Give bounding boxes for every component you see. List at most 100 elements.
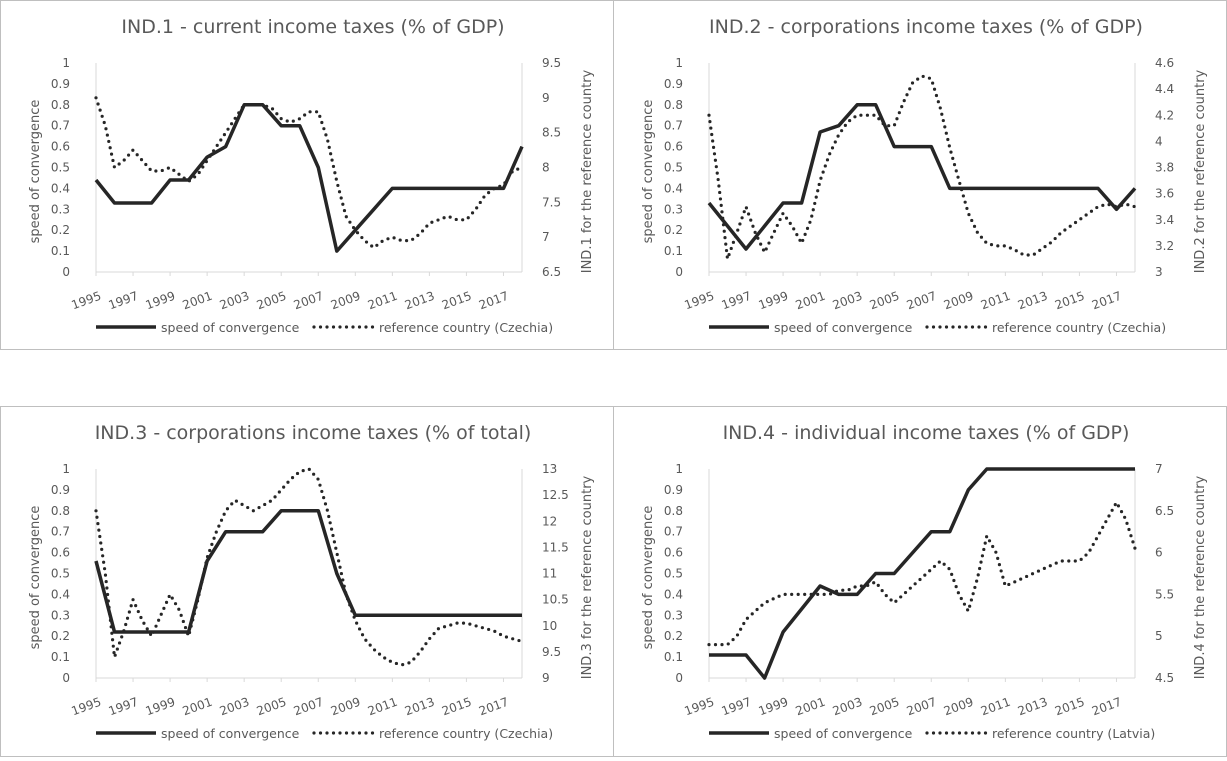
series-reference-country-line [709, 76, 1135, 259]
x-tick-label: 1999 [144, 289, 177, 313]
x-tick-label: 2017 [1090, 289, 1123, 313]
legend-label-reference-country: reference country (Latvia) [992, 726, 1155, 741]
y-tick-label: 0.2 [51, 223, 70, 237]
legend-label-speed-of-convergence: speed of convergence [774, 726, 913, 741]
y2-tick-label: 7 [1155, 462, 1163, 476]
x-tick-label: 2003 [831, 695, 864, 719]
x-tick-label: 1997 [720, 695, 753, 719]
series-reference-country-line [709, 502, 1135, 644]
y-tick-label: 0.9 [664, 483, 683, 497]
y-tick-label: 0.8 [664, 98, 683, 112]
x-tick-label: 2003 [218, 289, 251, 313]
y2-tick-label: 9.5 [542, 56, 561, 70]
x-tick-label: 2003 [218, 695, 251, 719]
y2-tick-label: 3.6 [1155, 187, 1174, 201]
y2-tick-label: 10 [542, 619, 557, 633]
y-tick-label: 0.2 [51, 629, 70, 643]
chart-title: IND.2 - corporations income taxes (% of … [709, 16, 1143, 38]
x-tick-label: 2007 [292, 695, 325, 719]
x-tick-label: 2017 [477, 289, 510, 313]
y-axis-title: speed of convergence [28, 506, 43, 650]
x-tick-label: 1997 [107, 289, 140, 313]
y-tick-label: 0.3 [664, 202, 683, 216]
y-tick-label: 0.4 [664, 181, 683, 195]
chart-panel-ind3: IND.3 - corporations income taxes (% of … [0, 406, 614, 757]
y-tick-label: 1 [675, 56, 683, 70]
y2-tick-label: 4.5 [1155, 671, 1174, 685]
series-reference-country-line [96, 469, 522, 665]
y-tick-label: 0 [62, 265, 70, 279]
x-tick-label: 1995 [683, 695, 716, 719]
x-tick-label: 2005 [868, 695, 901, 719]
y2-tick-label: 3.8 [1155, 161, 1174, 175]
y2-tick-label: 12 [542, 514, 557, 528]
y-tick-label: 0.1 [664, 650, 683, 664]
y-tick-label: 1 [675, 462, 683, 476]
y2-tick-label: 6.5 [1155, 504, 1174, 518]
x-tick-label: 2005 [868, 289, 901, 313]
chart-ind3: IND.3 - corporations income taxes (% of … [1, 407, 613, 756]
y2-tick-label: 11.5 [542, 540, 569, 554]
x-tick-label: 2007 [905, 695, 938, 719]
y-axis-title: speed of convergence [641, 506, 656, 650]
y2-tick-label: 3.2 [1155, 239, 1174, 253]
x-tick-label: 2003 [831, 289, 864, 313]
legend-label-reference-country: reference country (Czechia) [379, 320, 553, 335]
chart-title: IND.4 - individual income taxes (% of GD… [723, 422, 1130, 444]
x-tick-label: 2015 [1053, 695, 1086, 719]
y-tick-label: 0 [62, 671, 70, 685]
x-tick-label: 2001 [794, 695, 827, 719]
x-tick-label: 1995 [70, 695, 103, 719]
legend-label-speed-of-convergence: speed of convergence [774, 320, 913, 335]
y2-tick-label: 5 [1155, 629, 1163, 643]
y2-tick-label: 4.6 [1155, 56, 1174, 70]
chart-ind1: IND.1 - current income taxes (% of GDP)0… [1, 1, 613, 349]
y-tick-label: 0.5 [664, 161, 683, 175]
y-tick-label: 0.4 [51, 587, 70, 601]
x-tick-label: 2013 [1016, 289, 1049, 313]
x-tick-label: 2001 [181, 289, 214, 313]
legend-label-reference-country: reference country (Czechia) [992, 320, 1166, 335]
x-tick-label: 2005 [255, 289, 288, 313]
y-tick-label: 0.6 [51, 140, 70, 154]
y-tick-label: 0 [675, 671, 683, 685]
x-tick-label: 2011 [366, 695, 399, 719]
legend-label-reference-country: reference country (Czechia) [379, 726, 553, 741]
x-tick-label: 2001 [181, 695, 214, 719]
y2-tick-label: 5.5 [1155, 587, 1174, 601]
x-tick-label: 1999 [757, 289, 790, 313]
y-tick-label: 0.8 [664, 504, 683, 518]
y2-tick-label: 4.2 [1155, 108, 1174, 122]
x-tick-label: 2005 [255, 695, 288, 719]
x-tick-label: 2013 [403, 289, 436, 313]
y2-axis-title: IND.4 for the reference country [1193, 475, 1208, 679]
y2-tick-label: 6.5 [542, 265, 561, 279]
x-tick-label: 2011 [979, 289, 1012, 313]
x-tick-label: 1995 [70, 289, 103, 313]
series-reference-country-line [96, 98, 522, 248]
x-tick-label: 2017 [477, 695, 510, 719]
y2-tick-label: 6 [1155, 546, 1163, 560]
y-tick-label: 0.9 [51, 483, 70, 497]
x-tick-label: 1999 [757, 695, 790, 719]
y-axis-title: speed of convergence [28, 100, 43, 244]
x-tick-label: 2011 [366, 289, 399, 313]
y2-tick-label: 13 [542, 462, 557, 476]
x-tick-label: 2011 [979, 695, 1012, 719]
y-tick-label: 0.7 [664, 525, 683, 539]
y-tick-label: 0.2 [664, 223, 683, 237]
chart-panel-ind2: IND.2 - corporations income taxes (% of … [613, 0, 1227, 350]
y-tick-label: 0.6 [664, 140, 683, 154]
y-tick-label: 1 [62, 56, 70, 70]
y-tick-label: 0.4 [51, 181, 70, 195]
x-tick-label: 1995 [683, 289, 716, 313]
y-tick-label: 0.6 [51, 546, 70, 560]
x-tick-label: 2007 [292, 289, 325, 313]
y-tick-label: 0.1 [664, 244, 683, 258]
y-tick-label: 0 [675, 265, 683, 279]
y-tick-label: 0.6 [664, 546, 683, 560]
y2-tick-label: 9 [542, 91, 550, 105]
x-tick-label: 2015 [440, 695, 473, 719]
chart-panel-ind1: IND.1 - current income taxes (% of GDP)0… [0, 0, 614, 350]
y2-tick-label: 8.5 [542, 126, 561, 140]
